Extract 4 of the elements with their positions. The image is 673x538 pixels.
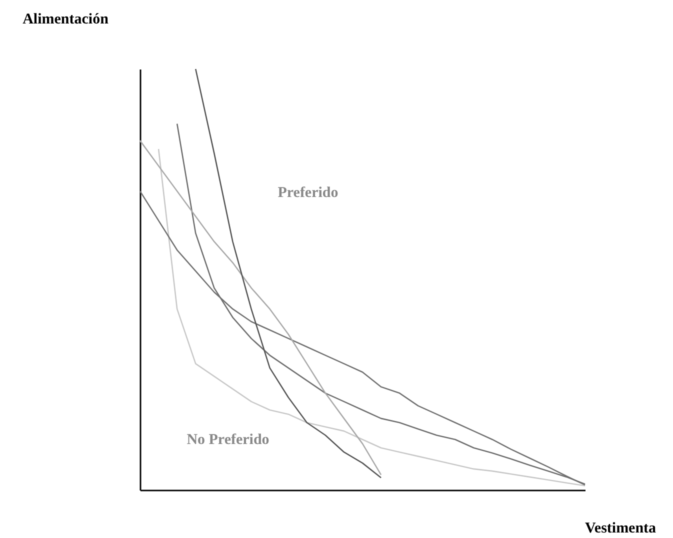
annotation: Preferido [278, 185, 338, 201]
y-axis-title: Alimentación [22, 12, 110, 28]
x-axis-title: Vestimenta [584, 520, 657, 536]
annotation: No Preferido [186, 432, 270, 448]
